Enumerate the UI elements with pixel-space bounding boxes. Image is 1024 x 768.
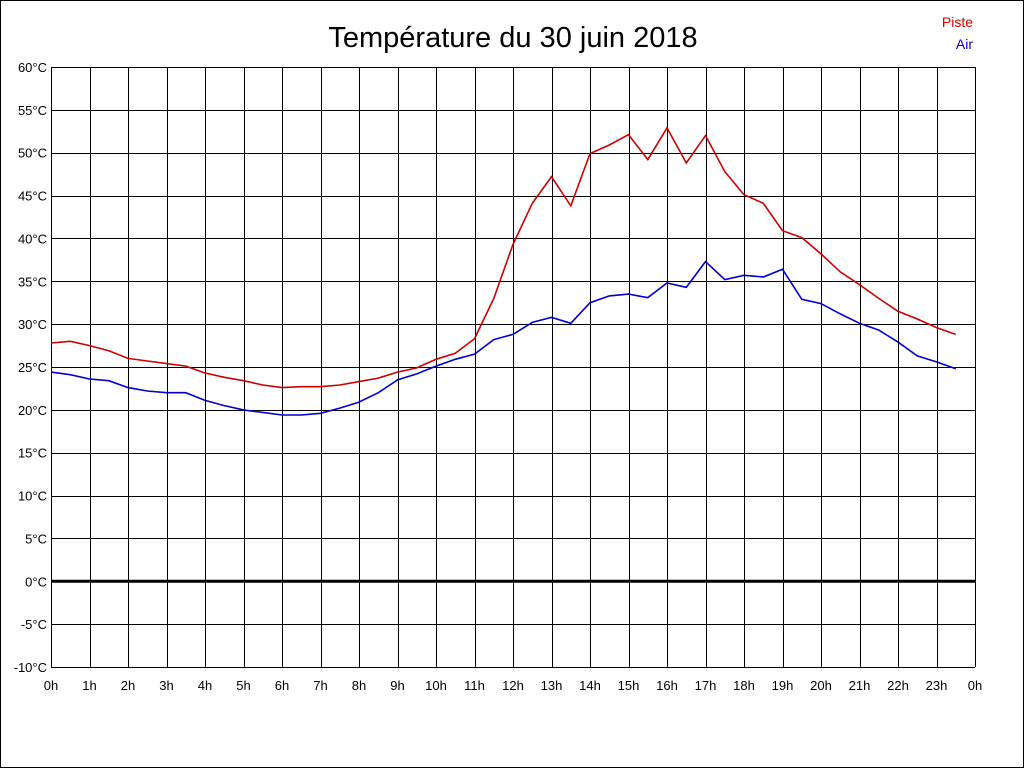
x-tick-label: 10h: [425, 678, 447, 693]
y-tick-label: 30°C: [18, 317, 47, 332]
x-tick-label: 15h: [618, 678, 640, 693]
x-tick-label: 16h: [656, 678, 678, 693]
legend-entry-air: Air: [956, 36, 973, 52]
y-tick-label: 0°C: [25, 574, 47, 589]
y-tick-label: 40°C: [18, 231, 47, 246]
series-layer: [50, 126, 957, 416]
y-tick-label: 15°C: [18, 446, 47, 461]
x-tick-label: 21h: [849, 678, 871, 693]
chart-title: Température du 30 juin 2018: [328, 22, 697, 54]
x-axis-labels: 0h 1h 2h 3h 4h 5h 6h 7h 8h 9h 10h 11h 12h 13h 14h 15h 16…: [44, 678, 982, 693]
y-tick-label: 20°C: [18, 403, 47, 418]
x-tick-label: 19h: [772, 678, 794, 693]
x-tick-label: 23h: [926, 678, 948, 693]
x-tick-label: 5h: [236, 678, 250, 693]
y-tick-label: -10°C: [14, 660, 47, 675]
x-tick-label: 0h: [44, 678, 58, 693]
y-tick-label: 60°C: [18, 60, 47, 75]
x-tick-label: 18h: [733, 678, 755, 693]
series-line-air: [50, 260, 957, 416]
x-tick-label: 8h: [352, 678, 366, 693]
legend: Piste Air: [942, 14, 973, 52]
x-tick-label: 2h: [121, 678, 135, 693]
x-tick-label: 12h: [502, 678, 524, 693]
y-tick-label: 50°C: [18, 146, 47, 161]
y-tick-label: -5°C: [21, 617, 47, 632]
y-tick-label: 10°C: [18, 489, 47, 504]
x-tick-label: 4h: [198, 678, 212, 693]
y-tick-label: 5°C: [25, 531, 47, 546]
y-axis-labels: 60°C 55°C 50°C 45°C 40°C 35°C 30°C 25°C 20°C 15°C…: [14, 60, 47, 675]
x-tick-label: 14h: [579, 678, 601, 693]
x-tick-label: 1h: [82, 678, 96, 693]
x-tick-label: 13h: [541, 678, 563, 693]
y-tick-label: 25°C: [18, 360, 47, 375]
x-tick-label: 11h: [464, 678, 485, 693]
x-tick-label: 9h: [390, 678, 404, 693]
x-tick-label: 3h: [159, 678, 173, 693]
x-tick-label: 0h: [968, 678, 982, 693]
y-tick-label: 35°C: [18, 274, 47, 289]
series-line-piste: [50, 126, 957, 389]
x-tick-label: 20h: [810, 678, 832, 693]
x-tick-label: 17h: [695, 678, 717, 693]
legend-entry-piste: Piste: [942, 14, 973, 30]
x-tick-label: 22h: [887, 678, 909, 693]
x-tick-label: 7h: [313, 678, 327, 693]
y-tick-label: 55°C: [18, 103, 47, 118]
x-tick-label: 6h: [275, 678, 289, 693]
y-tick-label: 45°C: [18, 189, 47, 204]
